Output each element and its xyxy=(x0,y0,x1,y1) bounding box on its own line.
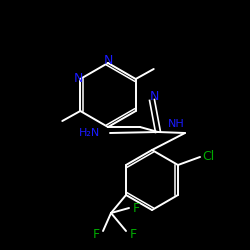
Text: N: N xyxy=(74,72,83,86)
Text: N: N xyxy=(103,54,113,68)
Text: Cl: Cl xyxy=(202,150,214,164)
Text: N: N xyxy=(149,90,159,102)
Text: F: F xyxy=(92,228,100,240)
Text: F: F xyxy=(130,228,136,240)
Text: NH: NH xyxy=(168,119,185,129)
Text: H₂N: H₂N xyxy=(79,128,100,138)
Text: F: F xyxy=(132,202,140,214)
